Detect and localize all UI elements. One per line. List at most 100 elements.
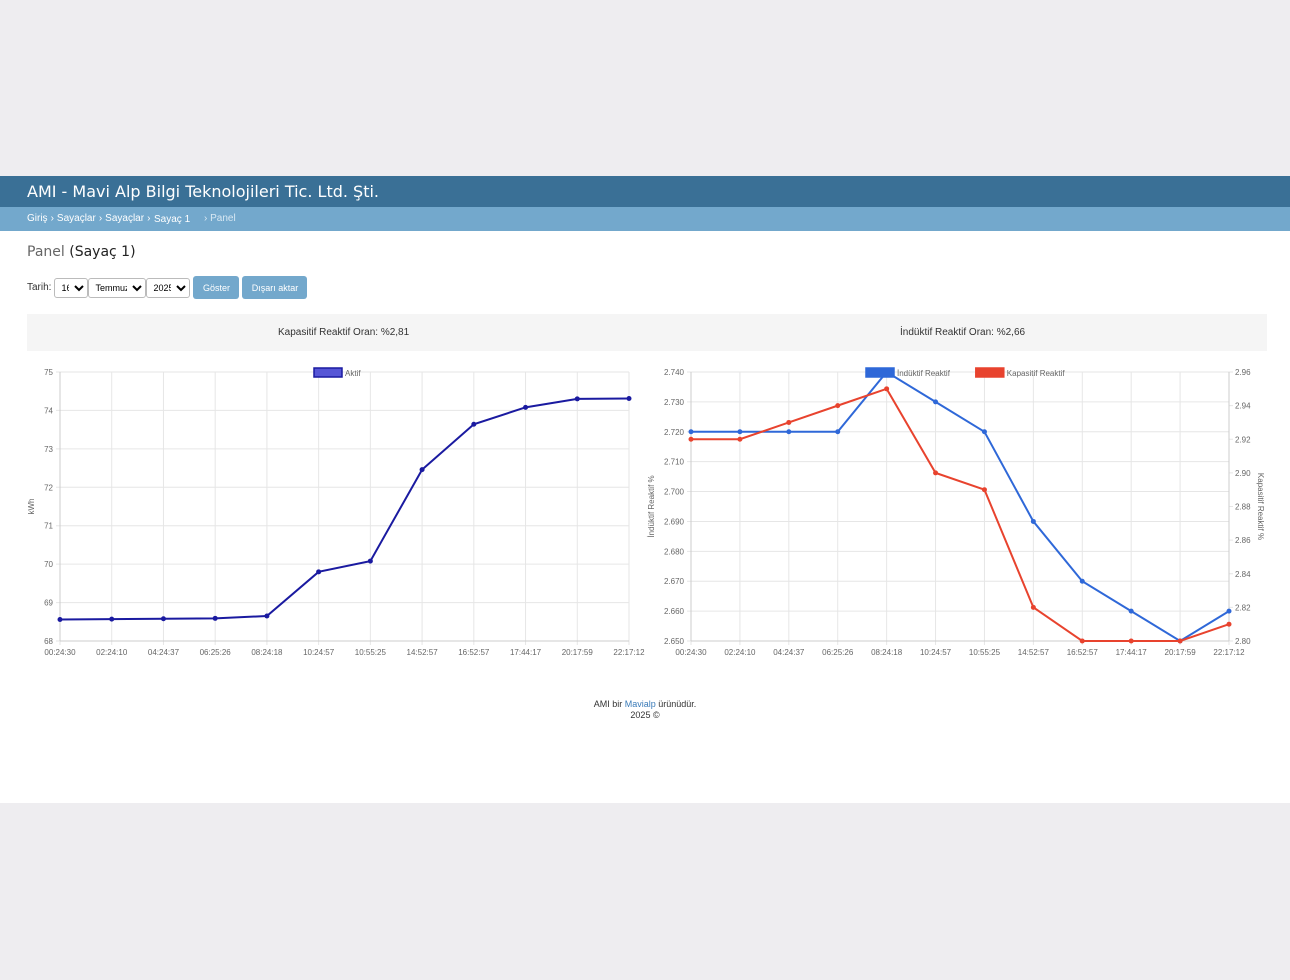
data-point (1079, 638, 1085, 644)
y-tick-label: 2.720 (664, 428, 685, 437)
data-point (1177, 638, 1183, 644)
data-point (933, 470, 939, 476)
y2-tick-label: 2.94 (1235, 402, 1251, 411)
active-energy-chart-svg: 00:24:30 02:24:10 04:24:37 06:25:26 08:24:18… (27, 367, 645, 657)
x-tick-label: 14:52:57 (407, 648, 439, 657)
data-point (626, 396, 632, 402)
x-tick-label: 22:17:12 (613, 648, 645, 657)
data-point (212, 615, 218, 621)
breadcrumb-home[interactable]: Giriş (27, 213, 48, 224)
breadcrumb-current-meter[interactable]: Sayaç 1 (154, 214, 191, 225)
data-point (1030, 518, 1036, 524)
breadcrumb-panel: › Panel (204, 213, 236, 224)
y2-tick-label: 2.92 (1235, 435, 1251, 444)
x-tick-label: 10:55:25 (355, 648, 387, 657)
x-tick-label: 06:25:26 (200, 648, 232, 657)
y-tick-label: 74 (44, 406, 53, 415)
y-tick-label: 2.690 (664, 517, 685, 526)
series-line-0 (691, 370, 1230, 643)
series-line-1 (691, 387, 1230, 642)
app-title: AMI - Mavi Alp Bilgi Teknolojileri Tic. … (27, 182, 379, 201)
data-point (786, 419, 792, 425)
data-point (786, 429, 792, 435)
y-tick-label: 71 (44, 522, 53, 531)
capacitive-ratio: Kapasitif Reaktif Oran: %2,81 (278, 327, 410, 338)
y2-tick-label: 2.88 (1235, 503, 1251, 512)
legend-label: Aktif (345, 369, 361, 378)
y-tick-label: 70 (44, 560, 53, 569)
y-tick-label: 2.700 (664, 488, 685, 497)
y-axis-label: kWh (27, 499, 36, 515)
breadcrumb-meters-2[interactable]: Sayaçlar (105, 213, 145, 224)
data-point (1128, 608, 1134, 614)
data-point (933, 399, 939, 405)
breadcrumb-separator: › (98, 213, 103, 224)
breadcrumb-meters[interactable]: Sayaçlar (56, 213, 96, 224)
data-point (835, 403, 841, 409)
reactive-ratio-chart: 00:24:30 02:24:10 04:24:37 06:25:26 08:24:18… (645, 366, 1270, 676)
page-subtitle: (Sayaç 1) (69, 244, 136, 260)
y2-tick-label: 2.84 (1235, 570, 1251, 579)
data-point (109, 616, 115, 622)
page-title: Panel (Sayaç 1) (27, 244, 136, 260)
data-point (367, 558, 373, 564)
x-tick-label: 00:24:30 (675, 648, 707, 657)
y-tick-label: 2.670 (664, 577, 685, 586)
data-point (160, 616, 166, 622)
y2-tick-label: 2.80 (1235, 637, 1251, 646)
y2-tick-label: 2.82 (1235, 603, 1251, 612)
breadcrumb: Giriş › Sayaçlar › Sayaçlar › Sayaç 1 › Panel (0, 207, 1290, 231)
data-point (1030, 604, 1036, 610)
x-tick-label: 20:17:59 (1165, 648, 1197, 657)
legend-label: Kapasitif Reaktif (1007, 369, 1066, 378)
app-header: AMI - Mavi Alp Bilgi Teknolojileri Tic. … (0, 176, 1290, 207)
page: AMI - Mavi Alp Bilgi Teknolojileri Tic. … (0, 176, 1290, 803)
y-tick-label: 68 (44, 637, 53, 646)
y-tick-label: 2.650 (664, 637, 685, 646)
month-select[interactable]: Temmuz (88, 277, 147, 298)
legend-swatch (313, 367, 343, 378)
export-button[interactable]: Dışarı aktar (242, 276, 308, 299)
x-tick-label: 08:24:18 (871, 648, 903, 657)
data-point (835, 429, 841, 435)
y-tick-label: 2.730 (664, 398, 685, 407)
y-tick-label: 2.660 (664, 607, 685, 616)
footer-brand-link[interactable]: Mavialp (624, 699, 656, 709)
legend-swatch (975, 367, 1005, 378)
page-title-text: Panel (27, 244, 65, 260)
y-axis-label: İndüktif Reaktif % (647, 475, 656, 537)
x-tick-label: 16:52:57 (1067, 648, 1099, 657)
data-point (316, 569, 322, 575)
y-tick-label: 2.710 (664, 458, 685, 467)
day-select[interactable]: 16 (54, 277, 89, 298)
footer-prefix: AMI bir (593, 699, 623, 709)
x-tick-label: 10:24:57 (303, 648, 335, 657)
x-tick-label: 20:17:59 (562, 648, 594, 657)
show-button[interactable]: Göster (193, 276, 240, 299)
data-point (1226, 621, 1232, 627)
data-point (264, 613, 270, 619)
x-tick-label: 22:17:12 (1213, 648, 1245, 657)
x-tick-label: 17:44:17 (510, 648, 542, 657)
x-tick-label: 14:52:57 (1018, 648, 1050, 657)
inductive-ratio: İndüktif Reaktif Oran: %2,66 (900, 327, 1026, 338)
footer-year: 2025 © (630, 710, 660, 720)
x-tick-label: 04:24:37 (148, 648, 180, 657)
x-tick-label: 10:55:25 (969, 648, 1001, 657)
x-tick-label: 10:24:57 (920, 648, 952, 657)
breadcrumb-separator: › (147, 213, 151, 224)
y-tick-label: 75 (44, 368, 53, 377)
x-tick-label: 02:24:10 (724, 648, 756, 657)
y-tick-label: 73 (44, 445, 53, 454)
year-select[interactable]: 2025 (146, 277, 191, 298)
reactive-ratio-chart-svg: 00:24:30 02:24:10 04:24:37 06:25:26 08:24:18… (647, 367, 1265, 657)
x-tick-label: 00:24:30 (44, 648, 76, 657)
data-point (688, 436, 694, 442)
data-point (737, 429, 743, 435)
data-point (981, 487, 987, 493)
data-point (1079, 578, 1085, 584)
data-point (419, 467, 425, 473)
footer-suffix: ürünüdür. (658, 699, 697, 709)
data-point (57, 616, 63, 622)
x-tick-label: 08:24:18 (251, 648, 283, 657)
